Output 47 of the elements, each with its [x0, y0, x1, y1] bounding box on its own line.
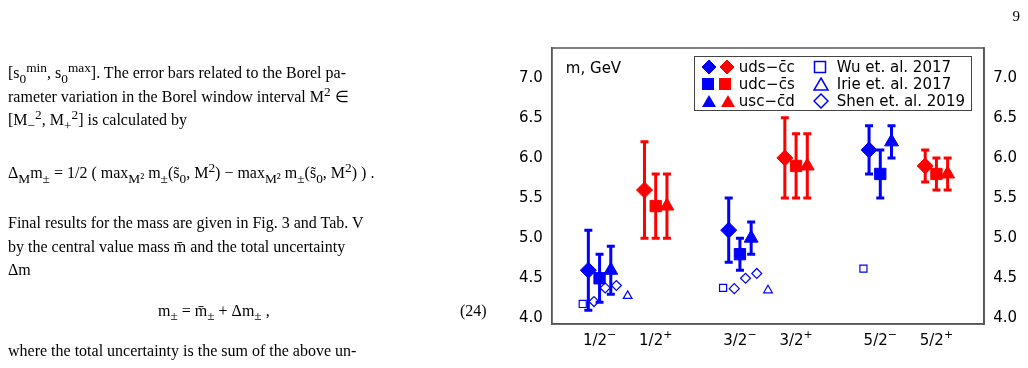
- x-tick-label: 3/2−: [723, 328, 757, 350]
- point: [751, 267, 763, 280]
- y-tick-label: 5.0: [519, 228, 543, 247]
- text: 9: [1012, 8, 1020, 25]
- legend-label: Shen et. al. 2019: [836, 91, 965, 110]
- point: [588, 295, 600, 308]
- y2-tick-label: 6.5: [993, 107, 1017, 126]
- point: [728, 283, 740, 295]
- point: [763, 284, 773, 294]
- x-tick-label: 5/2−: [863, 328, 897, 350]
- x-tick-label: 1/2−: [582, 328, 617, 350]
- text: (24): [460, 302, 487, 320]
- text: [M$_{−}$$^{2}$, M$_{+}$$^{2}$] is calculated by: [8, 107, 188, 134]
- text: where the total uncertainty is the sum of the above un-: [8, 342, 357, 360]
- y-tick-label: 4.5: [519, 268, 543, 287]
- x-tick-label: 5/2+: [919, 328, 954, 350]
- legend-label: udc−c̄s: [738, 74, 795, 93]
- text: Final results for the mass are given in Fig. 3 and Tab. V: [8, 214, 364, 232]
- y-tick-label: 7.0: [519, 67, 543, 86]
- y-tick-label: 6.0: [519, 147, 543, 166]
- text: Δ$_{M}$m$_{±}$ = 1/2 ( max$_{M²}$ m$_{±}$(s̃$_{0}$, M$^{2}$) − max$_{M²}$ m$_{±}$(s̃$_{0}$, M$^{2}$) ) .: [8, 160, 375, 186]
- legend-label: Irie et. al. 2017: [836, 74, 952, 93]
- y-axis-title: m, GeV: [565, 59, 622, 78]
- x-tick-label: 3/2+: [779, 328, 813, 350]
- legend-label: uds−c̄c: [738, 57, 795, 76]
- y-tick-label: 4.0: [519, 308, 543, 327]
- point: [622, 290, 633, 300]
- text: Δm: [8, 261, 31, 279]
- y2-tick-label: 4.0: [993, 308, 1017, 327]
- x-tick-label: 1/2+: [639, 328, 673, 350]
- y2-tick-label: 7.0: [993, 67, 1017, 86]
- text: rameter variation in the Borel window interval M$^{2}$ ∈: [8, 84, 349, 107]
- text: by the central value mass m̄ and the total uncertainty: [8, 238, 346, 256]
- text: [s$_{0}$$^{min}$, s$_{0}$$^{max}$]. The error bars related to the Borel pa-: [8, 60, 346, 86]
- y2-tick-label: 4.5: [993, 268, 1017, 287]
- y2-tick-label: 6.0: [993, 147, 1017, 166]
- point: [578, 299, 587, 309]
- point: [718, 283, 728, 293]
- text: m$_{±}$ = m̄$_{±}$ + Δm$_{±}$ ,: [158, 302, 270, 325]
- y2-tick-label: 5.5: [993, 187, 1017, 206]
- y2-tick-label: 5.0: [993, 228, 1017, 247]
- y-tick-label: 6.5: [519, 107, 543, 126]
- legend-label: Wu et. al. 2017: [836, 57, 952, 76]
- point: [859, 264, 868, 273]
- point: [739, 272, 752, 284]
- y-tick-label: 5.5: [519, 187, 543, 206]
- legend-label: usc−c̄d: [738, 91, 795, 110]
